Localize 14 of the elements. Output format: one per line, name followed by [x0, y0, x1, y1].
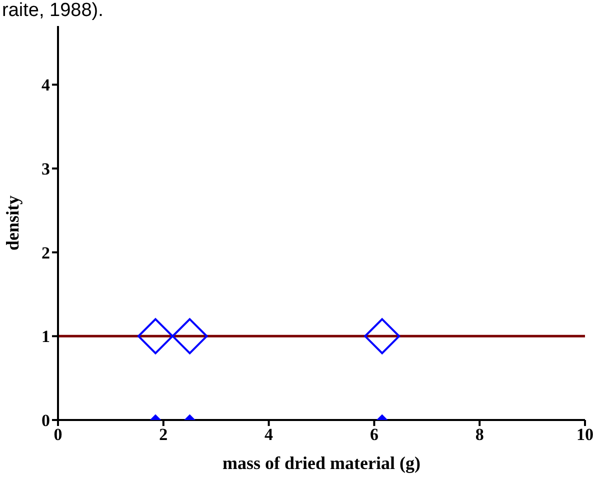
- x-tick-label: 6: [370, 425, 378, 444]
- y-tick-label: 1: [42, 327, 50, 346]
- y-tick-label: 0: [42, 411, 50, 430]
- y-tick-label: 3: [42, 160, 50, 179]
- x-tick-label: 4: [264, 425, 274, 444]
- x-tick-label: 8: [475, 425, 484, 444]
- y-tick-label: 2: [42, 243, 50, 262]
- x-tick-label: 2: [159, 425, 168, 444]
- y-axis-title: density: [2, 195, 22, 251]
- y-tick-label: 4: [42, 76, 50, 95]
- x-tick-label: 0: [54, 425, 62, 444]
- x-tick-label: 10: [576, 425, 593, 444]
- x-axis-title: mass of dried material (g): [222, 453, 420, 473]
- text: raite, 1988).: [2, 0, 104, 21]
